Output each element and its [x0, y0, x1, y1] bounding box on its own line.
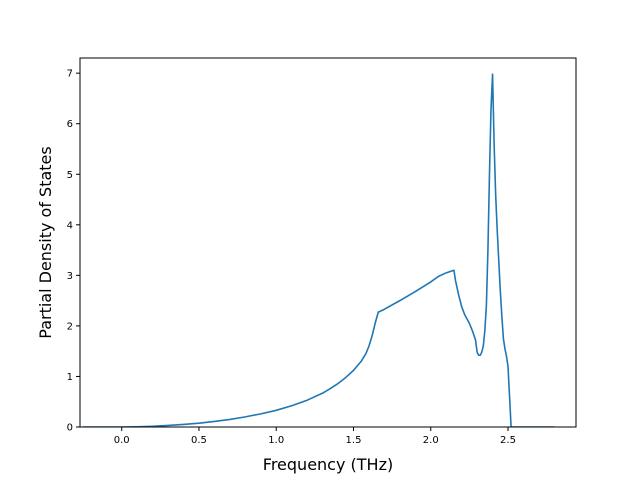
y-tick-label: 4 — [67, 220, 73, 231]
y-tick-label: 6 — [67, 119, 73, 130]
tick-marks — [76, 72, 509, 431]
x-tick-label: 2.0 — [423, 435, 439, 446]
x-tick-labels: 0.0 0.5 1.0 1.5 2.0 2.5 — [114, 435, 516, 446]
y-tick-label: 0 — [67, 423, 73, 434]
y-tick-label: 2 — [67, 321, 73, 332]
x-tick-label: 0.5 — [191, 435, 207, 446]
y-tick-label: 1 — [67, 372, 73, 383]
x-tick-label: 1.5 — [346, 435, 362, 446]
y-tick-label: 7 — [67, 69, 73, 80]
plot-area — [83, 73, 555, 427]
pdos-series-line — [83, 73, 555, 427]
x-tick-label: 2.5 — [500, 435, 516, 446]
axes-frame — [79, 57, 577, 428]
x-axis-label: Frequency (THz) — [263, 455, 393, 474]
x-tick-label: 1.0 — [268, 435, 284, 446]
y-tick-label: 3 — [67, 271, 73, 282]
y-tick-labels: 0 1 2 3 4 5 6 7 — [67, 69, 73, 434]
y-tick-label: 5 — [67, 170, 73, 181]
x-tick-label: 0.0 — [114, 435, 130, 446]
y-axis-label: Partial Density of States — [36, 146, 55, 338]
